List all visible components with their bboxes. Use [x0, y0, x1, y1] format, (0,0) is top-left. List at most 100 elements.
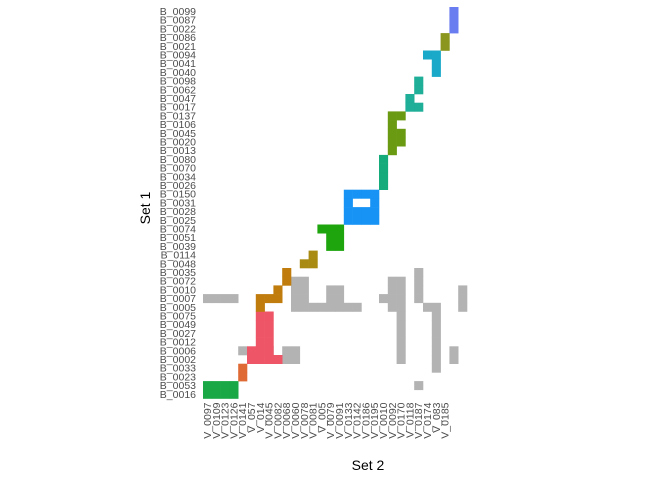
heatmap-cell-neutral: [282, 346, 292, 356]
heatmap-cell-cluster: [370, 189, 380, 199]
y-tick-label: B_0106: [160, 119, 196, 131]
x-tick-label: V_014: [255, 402, 267, 433]
y-tick-label: B_0012: [160, 337, 196, 349]
heatmap-cell-neutral: [326, 285, 336, 295]
heatmap-cell-neutral: [211, 294, 221, 304]
heatmap-cell-neutral: [335, 302, 345, 312]
heatmap-cell-cluster: [273, 285, 283, 295]
x-tick-label: V_0187: [413, 402, 425, 438]
y-tick-label: B_0016: [160, 389, 196, 401]
heatmap-cell-cluster: [361, 189, 371, 199]
heatmap-cell-cluster: [414, 76, 424, 86]
heatmap-cell-cluster: [335, 224, 345, 234]
heatmap-cell-cluster: [273, 294, 283, 304]
heatmap-cell-neutral: [379, 294, 389, 304]
x-tick-label: V_0170: [396, 402, 408, 438]
heatmap-cell-cluster: [273, 355, 283, 364]
x-tick-label: V_0123: [220, 402, 232, 438]
y-tick-label: B_0045: [160, 128, 196, 140]
heatmap-cell-cluster: [387, 120, 397, 130]
heatmap-cell-neutral: [291, 285, 301, 295]
heatmap-cell-cluster: [326, 241, 336, 251]
y-tick-label: B_0086: [160, 32, 196, 44]
heatmap-cell-cluster: [282, 276, 292, 286]
x-axis-title: Set 2: [352, 457, 385, 473]
heatmap-cell-cluster: [238, 372, 248, 382]
heatmap-cell-neutral: [458, 285, 468, 295]
y-tick-label: B_0006: [160, 345, 196, 357]
x-tick-label: V_0092: [387, 402, 399, 438]
heatmap-cell-neutral: [387, 276, 397, 286]
heatmap-cell-cluster: [264, 346, 274, 356]
heatmap-cell-cluster: [449, 7, 459, 16]
heatmap-cell-neutral: [431, 355, 441, 364]
x-tick-label: V_0186: [360, 402, 372, 438]
x-tick-label: V_0091: [334, 402, 346, 438]
heatmap-cell-cluster: [203, 381, 213, 391]
heatmap-cell-neutral: [387, 294, 397, 304]
y-tick-label: B_0007: [160, 293, 196, 305]
heatmap-cell-cluster: [431, 67, 441, 77]
heatmap-cell-cluster: [387, 146, 397, 156]
y-tick-label: B_0070: [160, 163, 196, 175]
heatmap-cell-neutral: [396, 311, 406, 321]
y-tick-label: B_0002: [160, 354, 196, 366]
heatmap-cell-neutral: [414, 381, 424, 391]
y-tick-label: B_0080: [160, 154, 196, 166]
y-tick-labels: B_0099B_0087B_0022B_0086B_0021B_0094B_00…: [160, 6, 196, 401]
heatmap-cell-neutral: [449, 346, 459, 356]
heatmap-cell-cluster: [255, 311, 265, 321]
heatmap-cell-cluster: [211, 389, 221, 399]
heatmap-cell-neutral: [431, 320, 441, 330]
y-tick-label: B_0033: [160, 363, 196, 375]
heatmap-cell-neutral: [431, 302, 441, 312]
y-axis-title: Set 1: [137, 191, 153, 224]
heatmap-cell-cluster: [255, 346, 265, 356]
heatmap-cell-neutral: [238, 346, 248, 356]
x-tick-label: V_0097: [202, 402, 214, 438]
x-tick-label: V_0118: [404, 402, 416, 438]
x-tick-label: V_0078: [299, 402, 311, 438]
y-tick-label: B_0035: [160, 267, 196, 279]
y-tick-label: B_0040: [160, 67, 196, 79]
heatmap-cell-cluster: [396, 128, 406, 138]
heatmap-cell-neutral: [299, 302, 309, 312]
heatmap-cell-cluster: [220, 381, 230, 391]
heatmap-cell-cluster: [255, 320, 265, 330]
heatmap-cell-cluster: [282, 268, 292, 277]
y-tick-label: B_0025: [160, 215, 196, 227]
y-tick-label: B_0053: [160, 380, 196, 392]
heatmap-cell-cluster: [264, 311, 274, 321]
cells-layer: [203, 7, 468, 399]
heatmap-cell-cluster: [431, 50, 441, 60]
heatmap-cell-cluster: [370, 215, 380, 225]
heatmap-cell-neutral: [299, 276, 309, 286]
heatmap-cell-cluster: [255, 337, 265, 347]
y-tick-label: B_0074: [160, 223, 196, 235]
heatmap-cell-neutral: [220, 294, 230, 304]
heatmap-cell-cluster: [449, 24, 459, 34]
y-tick-label: B_0087: [160, 15, 196, 27]
x-tick-label: V_0082: [272, 402, 284, 438]
y-tick-label: B_0094: [160, 49, 196, 61]
heatmap-cell-neutral: [387, 302, 397, 312]
x-tick-label: V_083: [431, 402, 443, 433]
x-tick-label: V_0195: [369, 402, 381, 438]
x-tick-label: V_0174: [422, 402, 434, 438]
heatmap-cell-neutral: [449, 355, 459, 364]
heatmap-cell-cluster: [405, 94, 415, 103]
heatmap-cell-cluster: [308, 250, 318, 260]
heatmap-cell-neutral: [335, 285, 345, 295]
heatmap-cell-neutral: [396, 337, 406, 347]
heatmap-cell-cluster: [264, 355, 274, 364]
heatmap-cell-cluster: [299, 259, 309, 269]
heatmap-cell-cluster: [440, 41, 450, 51]
heatmap-cell-neutral: [291, 294, 301, 304]
heatmap-cell-cluster: [379, 163, 389, 173]
heatmap-cell-neutral: [396, 285, 406, 295]
heatmap-cell-neutral: [343, 302, 353, 312]
heatmap-cell-cluster: [379, 181, 389, 190]
heatmap-cell-cluster: [343, 189, 353, 199]
heatmap-cell-cluster: [352, 215, 362, 225]
